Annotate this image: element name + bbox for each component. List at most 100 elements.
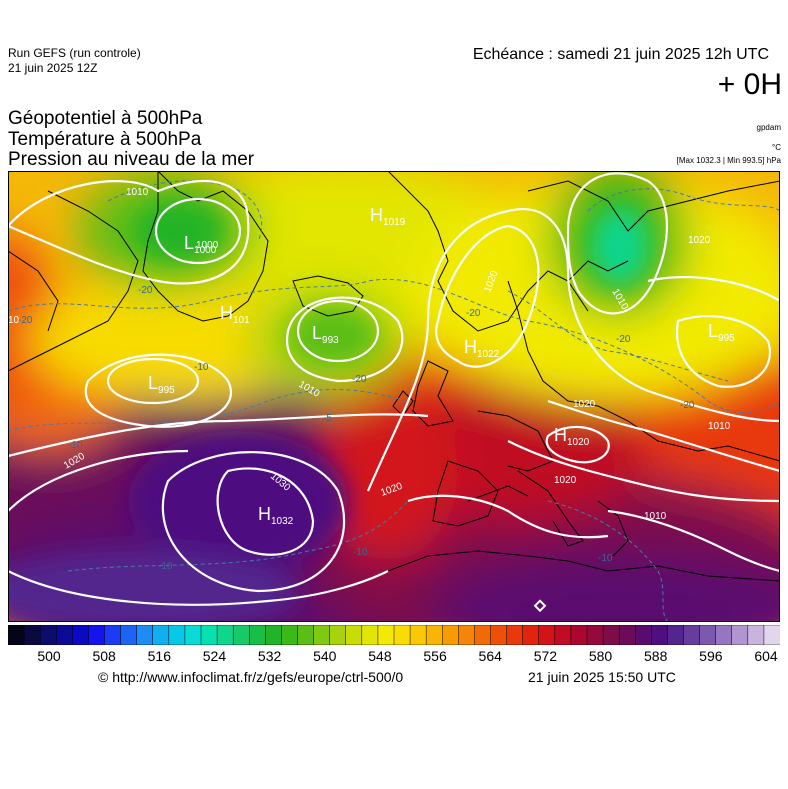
isobar-label: 1010 xyxy=(644,511,667,522)
colorbar-swatch xyxy=(554,625,572,645)
isobar-label: 1020 xyxy=(573,399,596,410)
colorbar-swatch xyxy=(377,625,395,645)
colorbar-swatch xyxy=(635,625,652,645)
colorbar-swatch xyxy=(602,625,620,645)
colorbar-swatch xyxy=(522,625,540,645)
colorbar-swatch xyxy=(763,625,780,645)
forecast-valid-time: Echéance : samedi 21 juin 2025 12h UTC xyxy=(472,46,769,63)
colorbar-swatch xyxy=(297,625,315,645)
colorbar-swatch xyxy=(249,625,266,645)
colorbar-label: 548 xyxy=(368,648,392,664)
isotherm-label: -20 xyxy=(352,374,367,385)
colorbar-swatch xyxy=(651,625,669,645)
isotherm-label: -10 xyxy=(194,362,209,373)
colorbar-label: 588 xyxy=(644,648,668,664)
isobar-label: 1020 xyxy=(554,475,577,486)
colorbar-swatch xyxy=(88,625,106,645)
colorbar-label: 524 xyxy=(202,648,227,664)
isobar-label: 10 xyxy=(8,315,20,326)
field-title-pressure: Pression au niveau de la mer xyxy=(8,149,255,170)
colorbar-swatch xyxy=(136,625,154,645)
field-title-geopotential: Géopotentiel à 500hPa xyxy=(8,108,203,129)
colorbar-swatch xyxy=(715,625,733,645)
colorbar-label: 572 xyxy=(533,648,558,664)
colorbar-swatch xyxy=(281,625,299,645)
isotherm-label: -10 xyxy=(598,553,613,564)
colorbar-swatch xyxy=(731,625,749,645)
pressure-center: H101 xyxy=(220,303,250,326)
isotherm-label: -10 xyxy=(158,561,173,572)
colorbar-swatch xyxy=(361,625,379,645)
geopotential-field xyxy=(8,171,780,622)
colorbar-swatch xyxy=(23,625,41,645)
colorbar-swatch xyxy=(667,625,685,645)
colorbar-swatch xyxy=(313,625,331,645)
isobar-label: 1010 xyxy=(126,187,149,198)
colorbar-swatch xyxy=(39,625,57,645)
colorbar-swatch xyxy=(425,625,443,645)
isotherm-label: -10 xyxy=(68,440,83,451)
colorbar-swatch xyxy=(72,625,90,645)
colorbar-label: 516 xyxy=(147,648,171,664)
isotherm-label: -20 xyxy=(616,334,631,345)
pressure-center: L995 xyxy=(148,373,175,396)
isobars xyxy=(8,172,780,606)
colorbar-swatch xyxy=(570,625,588,645)
colorbar-swatch xyxy=(216,625,234,645)
colorbar-label: 564 xyxy=(478,648,502,664)
colorbar-swatch xyxy=(232,625,250,645)
isotherm-label: -20 xyxy=(466,308,481,319)
colorbar-swatch xyxy=(474,625,492,645)
isotherm-label: -20 xyxy=(680,400,695,411)
pressure-center: L995 xyxy=(708,321,735,344)
creation-time: 21 juin 2025 15:50 UTC xyxy=(528,669,676,685)
weather-map: 1010 1000 1020 1010 1020 1020 1010 1030 … xyxy=(8,171,780,622)
colorbar-swatch xyxy=(152,625,170,645)
pressure-center: L993 xyxy=(312,323,339,346)
colorbar-swatch xyxy=(458,625,476,645)
colorbar-swatch xyxy=(345,625,363,645)
source-url: © http://www.infoclimat.fr/z/gefs/europe… xyxy=(98,669,404,685)
colorbar-swatch xyxy=(104,625,122,645)
isobar-label: 1010 xyxy=(708,421,731,432)
colorbar-swatch xyxy=(747,625,765,645)
colorbar-swatch xyxy=(265,625,283,645)
pressure-center: H1032 xyxy=(258,504,294,527)
colorbar-swatch xyxy=(120,625,138,645)
colorbar-label: 556 xyxy=(423,648,447,664)
colorbar-swatch xyxy=(506,625,524,645)
pressure-center: H1019 xyxy=(370,205,406,228)
colorbar-label: 532 xyxy=(257,648,282,664)
pressure-center: L1000 xyxy=(184,233,217,256)
colorbar-swatch xyxy=(329,625,347,645)
isotherm-label: -5 xyxy=(323,413,332,424)
isotherm-label: -20 xyxy=(18,315,33,326)
colorbar-swatch xyxy=(442,625,459,645)
colorbar-swatch xyxy=(56,625,73,645)
colorbar-swatch xyxy=(490,625,508,645)
colorbar-label: 540 xyxy=(313,648,337,664)
colorbar-swatch xyxy=(200,625,218,645)
colorbar-swatch xyxy=(393,625,411,645)
colorbar-swatch xyxy=(683,625,701,645)
field-title-temperature: Température à 500hPa xyxy=(8,129,202,150)
colorbar-labels: 500 508 516 524 532 540 548 556 564 572 580 588 596 6… xyxy=(8,648,780,666)
colorbar xyxy=(8,625,780,645)
colorbar-swatch xyxy=(618,625,636,645)
colorbar-swatch xyxy=(586,625,604,645)
colorbar-swatch xyxy=(699,625,717,645)
colorbar-swatch xyxy=(184,625,202,645)
unit-temperature: °C xyxy=(772,143,781,152)
forecast-offset: + 0H xyxy=(717,68,782,101)
pressure-center: H1020 xyxy=(554,425,590,448)
isotherm-label: -20 xyxy=(138,285,153,296)
colorbar-label: 596 xyxy=(699,648,723,664)
pressure-centers: L1000 H1019 H101 L993 H1022 L995 L995 H1… xyxy=(148,205,735,527)
pressure-max-min: [Max 1032.3 | Min 993.5] hPa xyxy=(676,156,781,165)
colorbar-label: 508 xyxy=(92,648,116,664)
isotherm-label: -10 xyxy=(353,547,368,558)
isobar-label: 1020 xyxy=(688,235,711,246)
unit-geopotential: gpdam xyxy=(756,123,781,132)
colorbar-label: 604 xyxy=(754,648,778,664)
colorbar-swatch xyxy=(168,625,186,645)
